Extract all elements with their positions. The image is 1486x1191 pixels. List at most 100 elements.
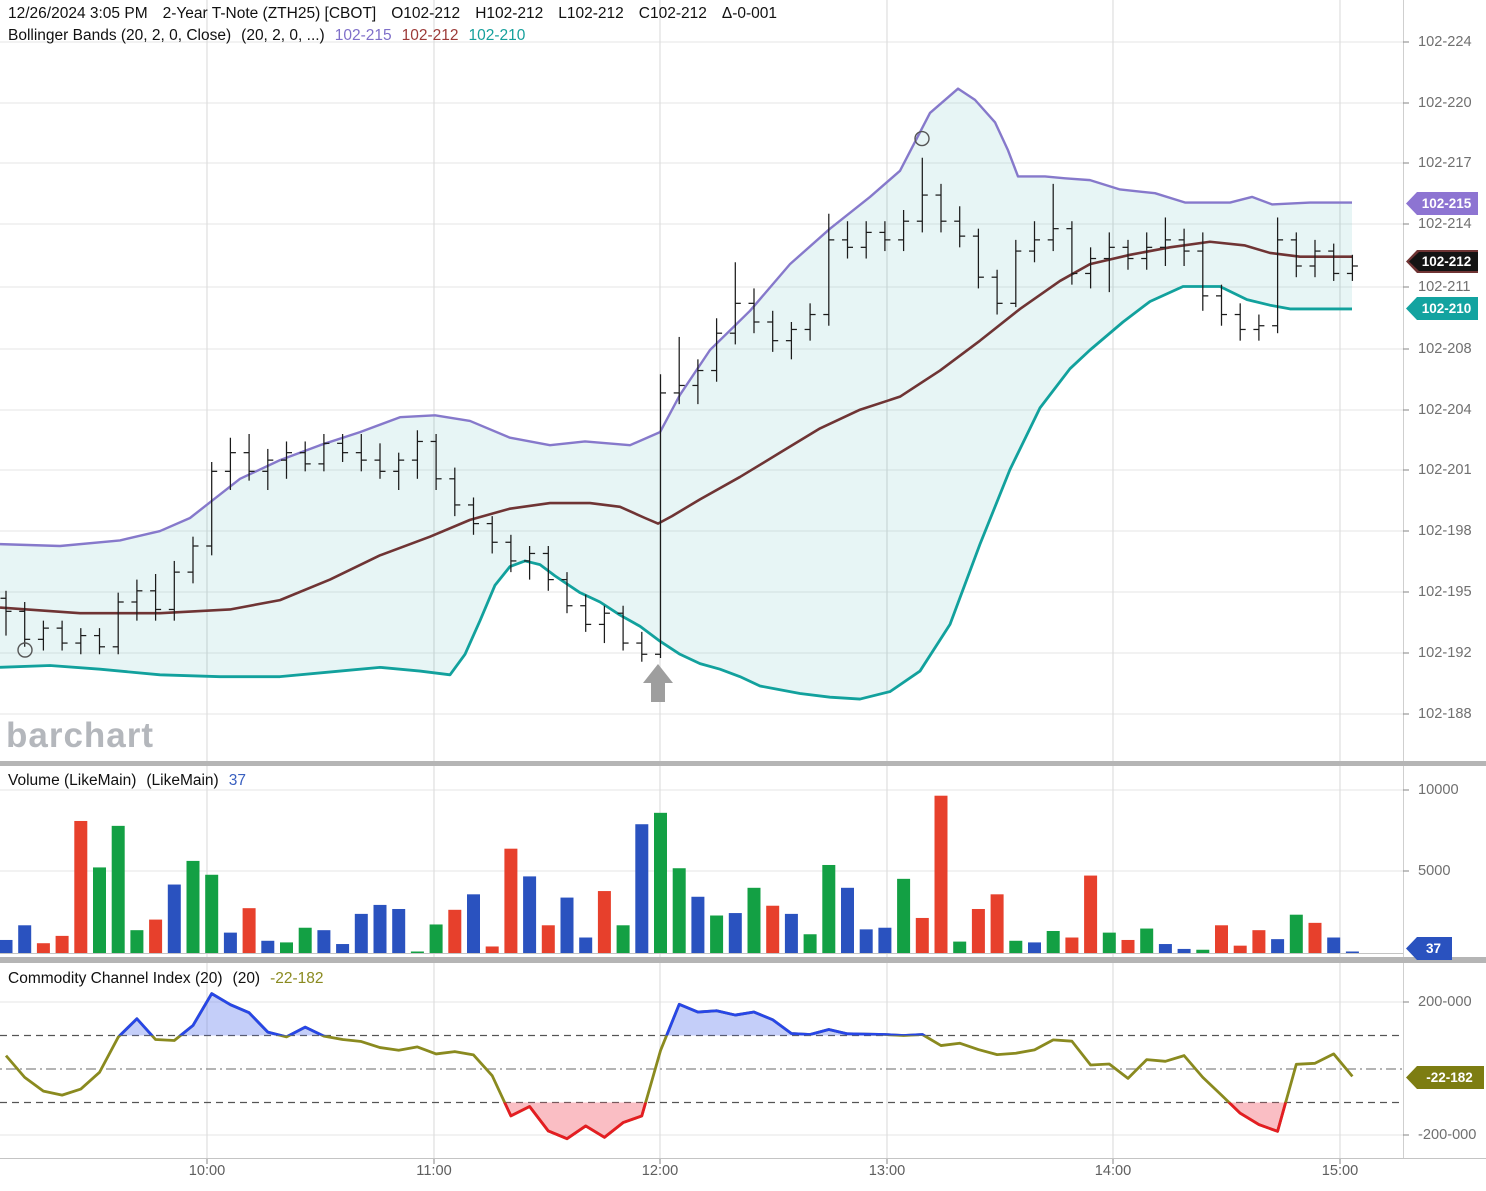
y-axis-label: 102-214	[1418, 216, 1472, 232]
volume-bar	[111, 825, 125, 953]
y-axis-label: -200-000	[1418, 1127, 1477, 1143]
y-axis-label: 5000	[1418, 863, 1451, 879]
volume-bar	[242, 908, 256, 953]
volume-bar	[1271, 939, 1285, 953]
y-axis-label: 200-000	[1418, 994, 1472, 1010]
volume-bar	[410, 951, 424, 953]
volume-bar	[1084, 875, 1098, 953]
volume-bar	[915, 917, 929, 953]
panel-separator[interactable]	[0, 761, 1486, 766]
y-axis-label: 102-208	[1418, 341, 1472, 357]
volume-bar	[1177, 948, 1191, 953]
barchart-logo: barchart	[6, 716, 155, 755]
volume-bar	[261, 940, 275, 953]
volume-bar	[93, 867, 106, 953]
bb-lower-price-badge: 102-210	[1406, 297, 1478, 320]
volume-bar	[672, 868, 686, 953]
indicator-header: Bollinger Bands (20, 2, 0, Close) (20, 2…	[8, 27, 525, 45]
volume-bar	[934, 795, 948, 953]
ohlc-bars	[0, 157, 1358, 662]
cci-overbought-fill	[6, 993, 1353, 1036]
volume-bar	[429, 924, 443, 953]
y-axis-label: 102-201	[1418, 462, 1472, 478]
volume-header: Volume (LikeMain) (LikeMain) 37	[8, 772, 246, 790]
quote-datetime: 12/26/2024 3:05 PM	[8, 5, 148, 22]
volume-bar	[280, 942, 293, 953]
volume-bar	[1196, 949, 1210, 953]
price-chart	[0, 87, 1358, 701]
last-price-badge: 102-212	[1406, 250, 1478, 273]
volume-bar	[897, 878, 911, 953]
quote-symbol: 2-Year T-Note (ZTH25) [CBOT]	[162, 5, 377, 22]
volume-bar	[205, 874, 219, 953]
volume-bar	[467, 894, 480, 953]
volume-bar	[1252, 930, 1266, 953]
volume-bar	[1121, 939, 1135, 953]
volume-bar	[878, 927, 892, 953]
cci-label[interactable]: Commodity Channel Index (20)	[8, 970, 223, 987]
volume-bar	[990, 894, 1004, 953]
volume-bar	[710, 915, 724, 953]
volume-bar	[149, 919, 163, 953]
bollinger-middle-line	[0, 240, 1352, 615]
volume-label[interactable]: Volume (LikeMain)	[8, 772, 137, 789]
volume-bar	[74, 820, 88, 953]
volume-bar	[766, 905, 780, 953]
y-axis-label: 102-188	[1418, 706, 1472, 722]
bollinger-upper-value: 102-215	[334, 27, 392, 44]
volume-bar	[597, 891, 611, 953]
volume-bar	[728, 913, 742, 953]
volume-bar	[859, 929, 873, 953]
volume-bar	[392, 908, 406, 953]
volume-bar	[803, 934, 817, 953]
volume-bar	[1215, 925, 1228, 953]
y-axis-label: 102-224	[1418, 34, 1472, 50]
volume-chart	[0, 795, 1359, 953]
volume-bar	[504, 848, 518, 953]
bollinger-middle-value: 102-212	[401, 27, 459, 44]
volume-bar	[336, 944, 350, 953]
bar-marker-circle	[914, 130, 930, 147]
volume-bar	[523, 876, 537, 953]
bollinger-label[interactable]: Bollinger Bands (20, 2, 0, Close)	[8, 27, 232, 44]
volume-bar	[55, 935, 69, 953]
volume-bar	[186, 860, 200, 953]
volume-bar	[167, 884, 181, 953]
volume-bar	[1158, 944, 1172, 953]
volume-bar	[18, 925, 32, 953]
volume-bar	[579, 937, 593, 953]
volume-bar	[1289, 914, 1303, 953]
volume-bar	[654, 812, 667, 953]
cci-line-overbought	[117, 992, 927, 1036]
volume-bar	[784, 913, 798, 953]
bollinger-lower-value: 102-210	[468, 27, 526, 44]
up-arrow-annotation	[643, 664, 673, 702]
panel-separator[interactable]	[0, 957, 1486, 963]
volume-bar	[822, 864, 836, 953]
y-axis-label: 102-217	[1418, 155, 1472, 171]
volume-bar	[485, 946, 499, 953]
volume-bar	[747, 887, 761, 953]
volume-bar	[1028, 942, 1041, 953]
volume-bar	[448, 909, 462, 953]
cci-badge: -22-182	[1406, 1066, 1484, 1089]
volume-bar	[1046, 930, 1060, 953]
volume-bar	[841, 887, 854, 953]
cci-chart	[0, 992, 1403, 1141]
bollinger-params[interactable]: (20, 2, 0, ...)	[241, 27, 325, 44]
y-axis-label: 102-198	[1418, 523, 1472, 539]
volume-bar	[317, 930, 331, 953]
y-axis-label: 102-220	[1418, 95, 1472, 111]
volume-bar	[691, 896, 705, 953]
volume-label-params[interactable]: (LikeMain)	[146, 772, 219, 789]
quote-high: H102-212	[475, 5, 544, 22]
quote-change: Δ-0-001	[721, 5, 778, 22]
volume-bar	[130, 930, 144, 953]
quote-close: C102-212	[638, 5, 707, 22]
bar-marker-circle	[17, 642, 33, 658]
cci-label-params[interactable]: (20)	[232, 970, 261, 987]
volume-bar	[373, 904, 387, 953]
x-axis-label: 14:00	[1094, 1163, 1132, 1179]
